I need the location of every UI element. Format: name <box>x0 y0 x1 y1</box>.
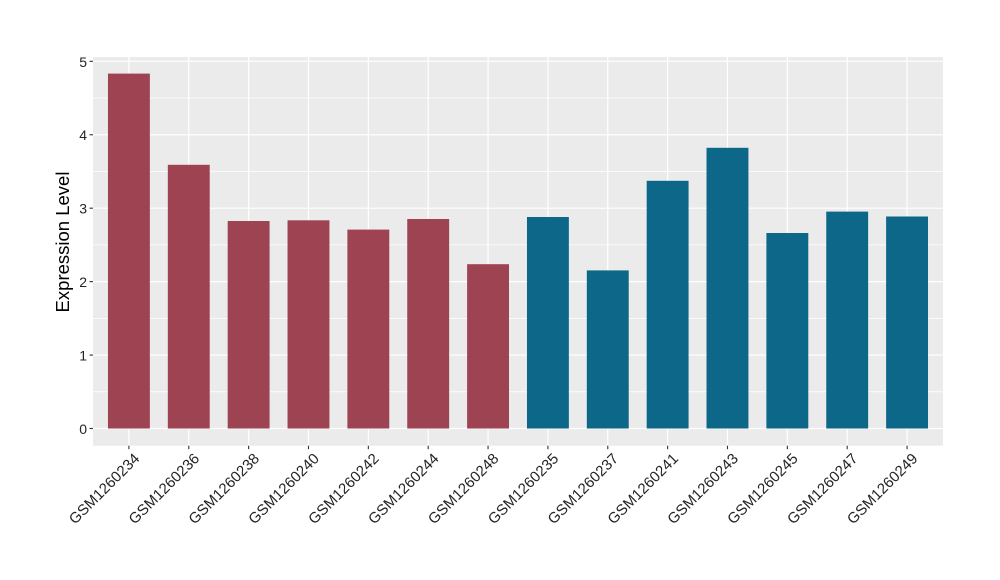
svg-text:0: 0 <box>79 421 87 437</box>
svg-text:4: 4 <box>79 127 87 143</box>
svg-text:Expression Level: Expression Level <box>52 172 73 313</box>
svg-text:5: 5 <box>79 54 87 70</box>
svg-text:2: 2 <box>79 274 87 290</box>
svg-text:3: 3 <box>79 201 87 217</box>
svg-text:1: 1 <box>79 348 87 364</box>
